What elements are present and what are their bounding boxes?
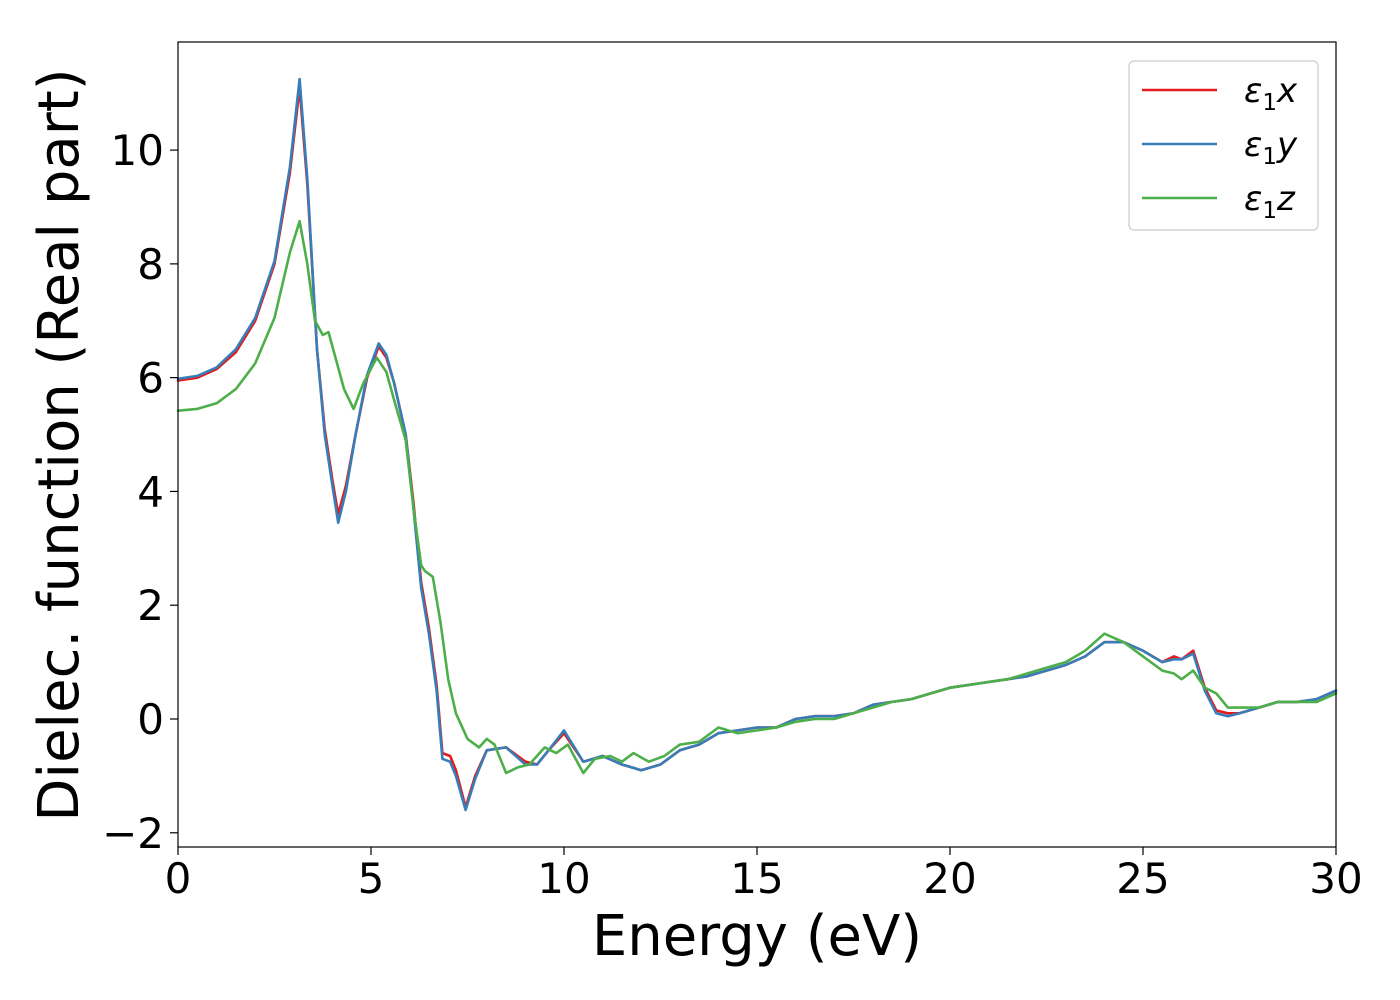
y-tick-label: 6 [137,354,164,403]
legend: ε1x ε1y ε1z [1128,60,1319,231]
y-axis-ticks: −2 0 2 4 6 8 10 [102,126,178,858]
x-tick-label: 15 [730,854,783,903]
legend-label-2: ε1y [1244,125,1298,170]
x-tick-label: 5 [358,854,385,903]
y-tick-label: 10 [111,126,164,175]
x-tick-label: 20 [923,854,976,903]
y-axis-title: Dielec. function (Real part) [27,68,92,821]
legend-label-1: ε1x [1244,71,1298,116]
y-tick-label: 2 [137,581,164,630]
x-tick-label: 0 [165,854,192,903]
legend-box [1128,60,1319,231]
legend-label-3: ε1z [1244,179,1296,224]
series-line-2 [176,77,1338,812]
y-tick-label: 0 [137,695,164,744]
y-tick-label: 4 [137,467,164,516]
x-tick-label: 10 [537,854,590,903]
x-axis-title: Energy (eV) [592,904,922,969]
x-tick-label: 30 [1309,854,1362,903]
y-tick-label: 8 [137,240,164,289]
series-line-3 [176,219,1338,775]
series-layer [176,77,1338,812]
x-tick-label: 25 [1116,854,1169,903]
x-axis-ticks: 0 5 10 15 20 25 30 [165,847,1363,903]
y-tick-label: −2 [102,809,164,858]
